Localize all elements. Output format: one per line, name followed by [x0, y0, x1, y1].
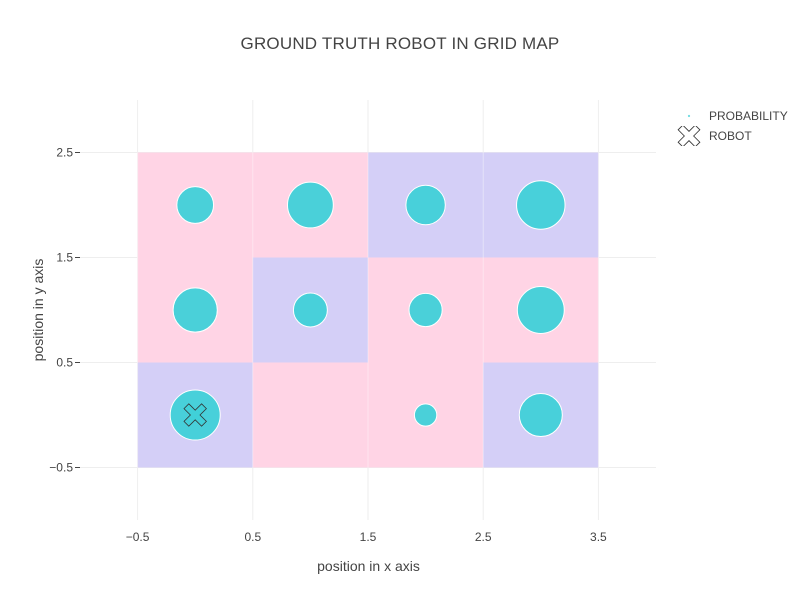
robot-series	[183, 403, 207, 427]
grid-cell	[252, 362, 368, 468]
x-tick-label: 2.5	[475, 530, 492, 544]
probability-point	[413, 403, 438, 427]
probability-point	[405, 184, 446, 226]
y-tick-label: 2.5	[56, 146, 73, 160]
grid-cells	[137, 152, 599, 468]
probability-point	[516, 286, 565, 334]
robot-marker	[183, 403, 207, 427]
robot-legend-icon	[677, 126, 701, 146]
y-axis-label: position in y axis	[30, 258, 46, 362]
probability-point	[176, 186, 215, 224]
chart-title: GROUND TRUTH ROBOT IN GRID MAP	[240, 34, 560, 53]
probability-point	[286, 181, 334, 229]
y-tick-label: −0.5	[49, 461, 73, 475]
y-tick-label: 1.5	[56, 251, 73, 265]
x-axis-label: position in x axis	[317, 558, 420, 574]
probability-point	[292, 292, 328, 328]
probability-legend-icon	[687, 114, 691, 118]
probability-point	[408, 292, 443, 328]
legend-label-probability: PROBABILITY	[709, 109, 788, 123]
probability-point	[518, 392, 563, 438]
probability-point	[516, 180, 566, 230]
legend-label-robot: ROBOT	[709, 129, 752, 143]
x-tick-label: 0.5	[244, 530, 261, 544]
x-tick-label: 1.5	[360, 530, 377, 544]
x-tick-label: −0.5	[126, 530, 150, 544]
axes: −0.5 0.5 1.5 2.5 3.5 −0.5 0.5 1.5 2.5	[49, 146, 607, 545]
y-tick-label: 0.5	[56, 356, 73, 370]
probability-point	[172, 287, 218, 333]
x-tick-label: 3.5	[590, 530, 607, 544]
probability-series	[169, 180, 566, 441]
